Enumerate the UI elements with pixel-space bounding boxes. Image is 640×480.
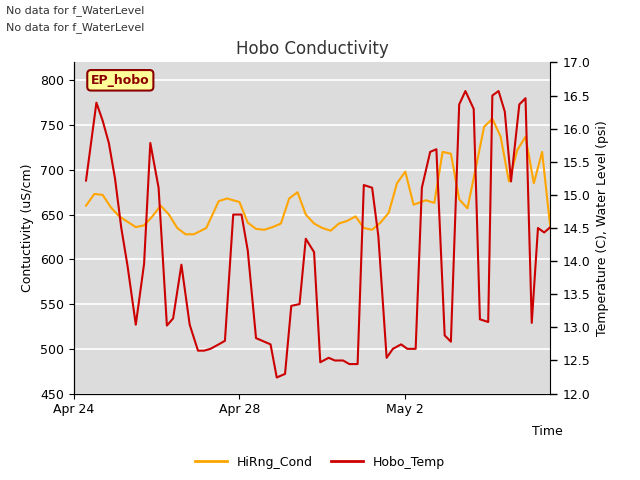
Text: No data for f_WaterLevel: No data for f_WaterLevel xyxy=(6,5,145,16)
Y-axis label: Temperature (C), Water Level (psi): Temperature (C), Water Level (psi) xyxy=(596,120,609,336)
Text: EP_hobo: EP_hobo xyxy=(91,74,150,87)
Legend: HiRng_Cond, Hobo_Temp: HiRng_Cond, Hobo_Temp xyxy=(190,451,450,474)
Text: Time: Time xyxy=(532,425,563,438)
Title: Hobo Conductivity: Hobo Conductivity xyxy=(236,40,388,58)
Y-axis label: Contuctivity (uS/cm): Contuctivity (uS/cm) xyxy=(21,164,35,292)
Text: No data for f_WaterLevel: No data for f_WaterLevel xyxy=(6,22,145,33)
